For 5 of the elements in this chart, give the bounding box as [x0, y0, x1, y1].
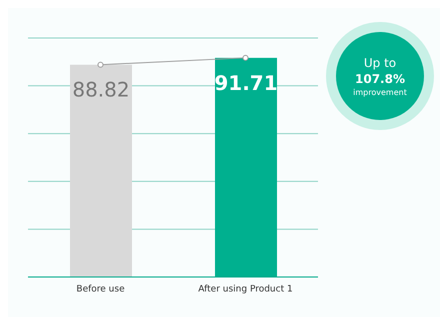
data-label: 91.71: [214, 70, 278, 95]
x-tick-label: After using Product 1: [198, 284, 293, 294]
x-tick-label: Before use: [76, 284, 126, 294]
circle-badge: Up to 107.8% improvement: [326, 22, 434, 130]
data-label: 88.82: [72, 78, 130, 102]
